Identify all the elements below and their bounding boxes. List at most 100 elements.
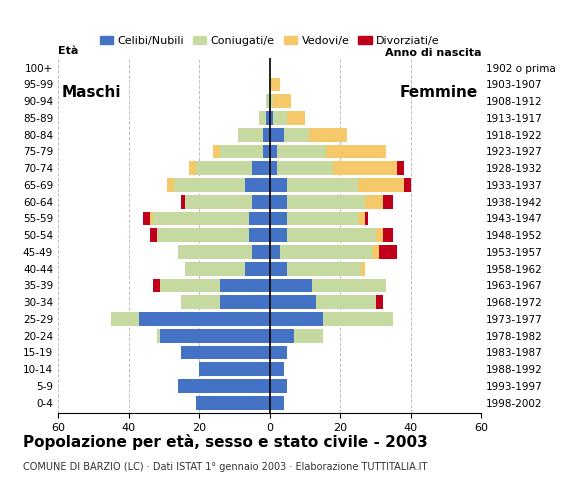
Bar xyxy=(160,278,220,292)
Bar xyxy=(270,396,284,409)
Text: Età: Età xyxy=(58,46,78,56)
Bar xyxy=(252,195,270,209)
Bar xyxy=(273,94,291,108)
Bar xyxy=(376,228,383,242)
Bar xyxy=(404,178,411,192)
Bar xyxy=(365,195,383,209)
Bar xyxy=(270,278,312,292)
Bar xyxy=(376,295,383,309)
Bar xyxy=(263,144,270,158)
Bar xyxy=(270,195,287,209)
Bar xyxy=(284,128,309,142)
Bar xyxy=(266,94,270,108)
Bar xyxy=(182,295,220,309)
Bar xyxy=(277,161,333,175)
Bar xyxy=(195,396,270,409)
Bar xyxy=(157,329,160,343)
Bar xyxy=(182,346,270,360)
Bar xyxy=(358,212,365,225)
Bar xyxy=(139,312,270,326)
Bar xyxy=(270,362,284,376)
Bar xyxy=(270,212,287,225)
Legend: Celibi/Nubili, Coniugati/e, Vedovi/e, Divorziati/e: Celibi/Nubili, Coniugati/e, Vedovi/e, Di… xyxy=(95,31,444,50)
Bar xyxy=(270,329,295,343)
Bar xyxy=(266,111,270,125)
Bar xyxy=(150,228,157,242)
Bar xyxy=(153,278,160,292)
Bar xyxy=(199,362,270,376)
Bar xyxy=(270,111,273,125)
Bar xyxy=(365,212,368,225)
Bar xyxy=(270,346,287,360)
Bar xyxy=(270,144,277,158)
Bar xyxy=(309,128,347,142)
Bar xyxy=(270,379,287,393)
Bar xyxy=(111,312,139,326)
Bar xyxy=(295,329,322,343)
Bar xyxy=(153,212,248,225)
Bar xyxy=(270,178,287,192)
Bar xyxy=(397,161,404,175)
Bar xyxy=(157,228,248,242)
Bar xyxy=(188,161,195,175)
Bar xyxy=(270,78,280,91)
Text: Femmine: Femmine xyxy=(400,85,478,100)
Bar xyxy=(252,161,270,175)
Bar xyxy=(185,195,252,209)
Bar xyxy=(270,295,316,309)
Bar xyxy=(270,245,280,259)
Bar xyxy=(143,212,150,225)
Text: COMUNE DI BARZIO (LC) · Dati ISTAT 1° gennaio 2003 · Elaborazione TUTTITALIA.IT: COMUNE DI BARZIO (LC) · Dati ISTAT 1° ge… xyxy=(23,462,427,472)
Bar xyxy=(213,144,220,158)
Bar xyxy=(220,278,270,292)
Bar xyxy=(287,228,376,242)
Bar xyxy=(270,228,287,242)
Bar xyxy=(220,295,270,309)
Bar xyxy=(259,111,266,125)
Bar xyxy=(383,195,393,209)
Bar xyxy=(361,262,365,276)
Bar xyxy=(178,379,270,393)
Bar xyxy=(263,128,270,142)
Bar xyxy=(316,295,376,309)
Bar xyxy=(322,312,393,326)
Bar xyxy=(383,228,393,242)
Bar xyxy=(270,94,273,108)
Bar xyxy=(168,178,175,192)
Bar xyxy=(287,195,365,209)
Bar xyxy=(287,212,358,225)
Bar xyxy=(270,262,287,276)
Text: Maschi: Maschi xyxy=(61,85,121,100)
Bar xyxy=(280,245,372,259)
Bar xyxy=(182,195,185,209)
Bar xyxy=(333,161,397,175)
Bar xyxy=(252,245,270,259)
Bar xyxy=(245,262,270,276)
Bar xyxy=(287,178,358,192)
Bar xyxy=(248,212,270,225)
Bar xyxy=(358,178,404,192)
Bar xyxy=(273,111,287,125)
Bar xyxy=(178,245,252,259)
Bar xyxy=(245,178,270,192)
Bar xyxy=(277,144,326,158)
Bar xyxy=(287,111,305,125)
Text: Anno di nascita: Anno di nascita xyxy=(385,48,481,58)
Bar xyxy=(160,329,270,343)
Bar xyxy=(175,178,245,192)
Bar xyxy=(312,278,386,292)
Bar xyxy=(372,245,379,259)
Bar xyxy=(270,312,322,326)
Bar xyxy=(270,161,277,175)
Bar xyxy=(238,128,263,142)
Bar xyxy=(379,245,397,259)
Bar xyxy=(185,262,245,276)
Bar xyxy=(270,128,284,142)
Bar xyxy=(326,144,386,158)
Bar xyxy=(220,144,263,158)
Bar xyxy=(287,262,361,276)
Bar xyxy=(195,161,252,175)
Bar xyxy=(248,228,270,242)
Bar xyxy=(150,212,153,225)
Text: Popolazione per età, sesso e stato civile - 2003: Popolazione per età, sesso e stato civil… xyxy=(23,434,428,450)
